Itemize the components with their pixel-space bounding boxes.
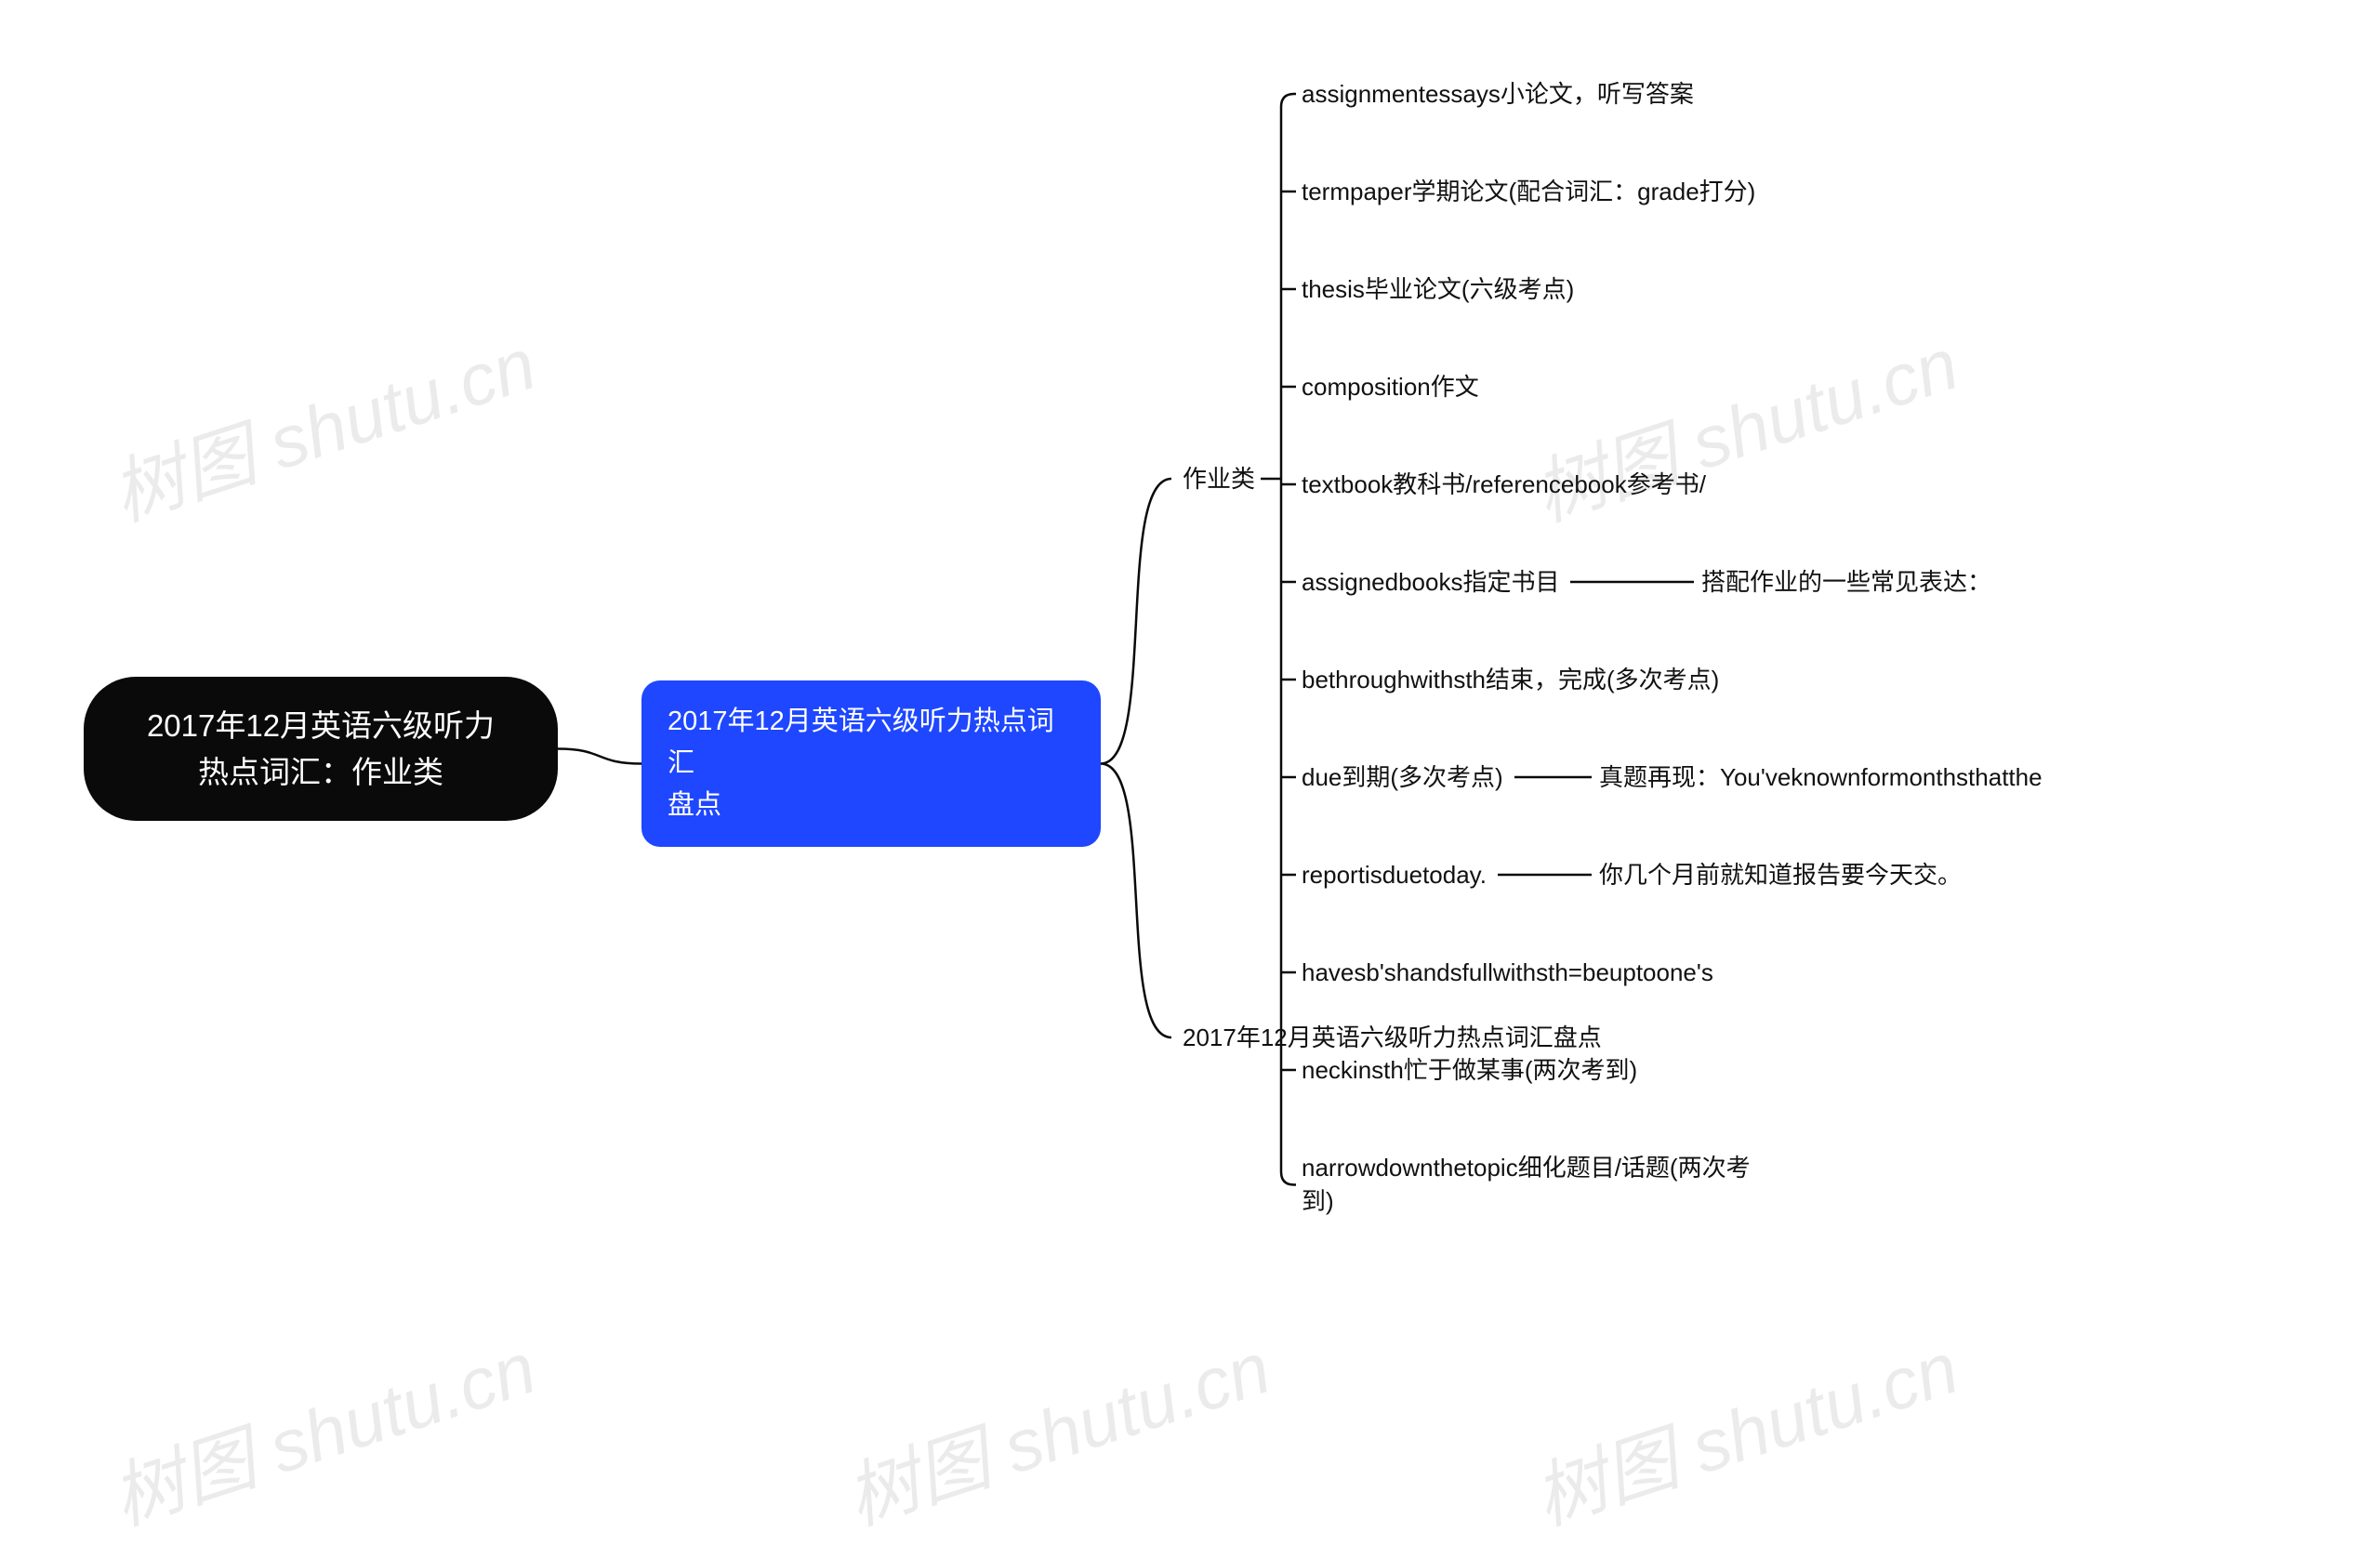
leaf-node: reportisduetoday. bbox=[1302, 858, 1487, 891]
sub-leaf-node: 真题再现：You'veknownformonthsthatthe bbox=[1599, 760, 2043, 794]
sub-leaf-node: 你几个月前就知道报告要今天交。 bbox=[1599, 858, 1962, 891]
root-line1: 2017年12月英语六级听力 bbox=[126, 703, 515, 749]
level1-line2: 盘点 bbox=[668, 785, 1075, 826]
level1-line1: 2017年12月英语六级听力热点词汇 bbox=[668, 701, 1075, 785]
branch-label-homework-text: 作业类 bbox=[1183, 462, 1255, 495]
branch-label-homework: 作业类 bbox=[1183, 462, 1255, 495]
branch-label-summary: 2017年12月英语六级听力热点词汇盘点 bbox=[1183, 1021, 1602, 1054]
leaf-text: composition作文 bbox=[1302, 370, 1479, 403]
mindmap-canvas: 树图 shutu.cn树图 shutu.cn树图 shutu.cn树图 shut… bbox=[0, 0, 2380, 1533]
leaf-text: bethroughwithsth结束，完成(多次考点) bbox=[1302, 663, 1719, 696]
leaf-text: textbook教科书/referencebook参考书/ bbox=[1302, 468, 1706, 501]
leaf-node: neckinsth忙于做某事(两次考到) bbox=[1302, 1053, 1637, 1087]
leaf-text: assignedbooks指定书目 bbox=[1302, 565, 1559, 599]
leaf-node: havesb'shandsfullwithsth=beuptoone's bbox=[1302, 956, 1713, 989]
leaf-node: thesis毕业论文(六级考点) bbox=[1302, 272, 1574, 306]
root-line2: 热点词汇：作业类 bbox=[126, 749, 515, 796]
branch-label-summary-text: 2017年12月英语六级听力热点词汇盘点 bbox=[1183, 1021, 1602, 1054]
leaf-node: due到期(多次考点) bbox=[1302, 760, 1503, 794]
leaf-text: havesb'shandsfullwithsth=beuptoone's bbox=[1302, 956, 1713, 989]
leaf-text: assignmentessays小论文，听写答案 bbox=[1302, 77, 1694, 111]
root-node: 2017年12月英语六级听力 热点词汇：作业类 bbox=[84, 677, 558, 821]
leaf-text: neckinsth忙于做某事(两次考到) bbox=[1302, 1053, 1637, 1087]
leaf-node: assignedbooks指定书目 bbox=[1302, 565, 1559, 599]
level1-node: 2017年12月英语六级听力热点词汇 盘点 bbox=[641, 680, 1101, 847]
leaf-text: reportisduetoday. bbox=[1302, 858, 1487, 891]
leaf-text: narrowdownthetopic细化题目/话题(两次考到) bbox=[1302, 1151, 1766, 1219]
leaf-text: thesis毕业论文(六级考点) bbox=[1302, 272, 1574, 306]
sub-leaf-text: 真题再现：You'veknownformonthsthatthe bbox=[1599, 760, 2043, 794]
leaf-node: composition作文 bbox=[1302, 370, 1479, 403]
leaf-node: textbook教科书/referencebook参考书/ bbox=[1302, 468, 1706, 501]
leaf-text: due到期(多次考点) bbox=[1302, 760, 1503, 794]
leaf-node: bethroughwithsth结束，完成(多次考点) bbox=[1302, 663, 1719, 696]
sub-leaf-node: 搭配作业的一些常见表达： bbox=[1701, 565, 1991, 599]
leaf-node: termpaper学期论文(配合词汇：grade打分) bbox=[1302, 175, 1755, 208]
leaf-node: narrowdownthetopic细化题目/话题(两次考到) bbox=[1302, 1151, 1766, 1219]
sub-leaf-text: 搭配作业的一些常见表达： bbox=[1701, 565, 1991, 599]
sub-leaf-text: 你几个月前就知道报告要今天交。 bbox=[1599, 858, 1962, 891]
leaf-node: assignmentessays小论文，听写答案 bbox=[1302, 77, 1694, 111]
leaf-text: termpaper学期论文(配合词汇：grade打分) bbox=[1302, 175, 1755, 208]
